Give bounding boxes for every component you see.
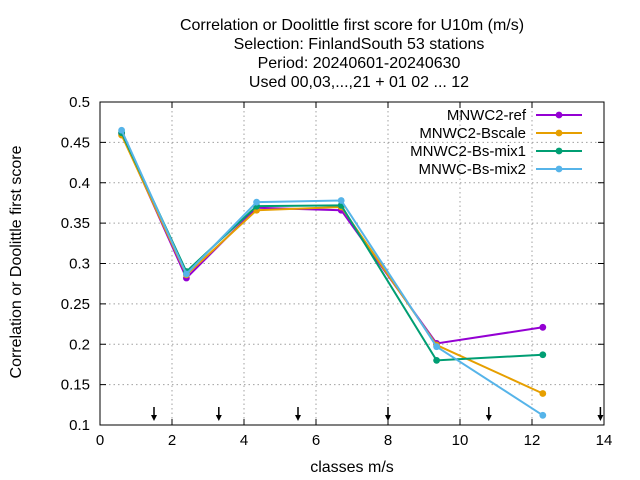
- y-tick-label: 0.1: [69, 417, 90, 434]
- arrow-head: [385, 415, 391, 421]
- legend-label: MNWC2-Bs-mix1: [410, 143, 526, 160]
- series-line: [120, 129, 544, 417]
- x-tick-label: 2: [168, 432, 176, 449]
- arrow-head: [295, 415, 301, 421]
- title-line-4: Used 00,03,...,21 + 01 02 ... 12: [249, 74, 469, 91]
- class-boundary-arrow: [485, 407, 492, 421]
- legend-entry: MNWC2-Bs-mix1: [410, 143, 582, 160]
- x-tick-label: 8: [384, 432, 392, 449]
- series-MNWC-Bs-mix2: [118, 126, 547, 419]
- class-boundary-arrow: [295, 407, 301, 421]
- legend-marker: [555, 129, 563, 137]
- y-tick-label: 0.15: [61, 377, 90, 394]
- data-point: [183, 270, 190, 278]
- legend-entry: MNWC2-Bscale: [419, 125, 582, 142]
- series-lines: [118, 126, 547, 419]
- legend-entry: MNWC2-ref: [447, 107, 582, 124]
- y-tick-label: 0.3: [69, 256, 90, 273]
- y-tick-label: 0.5: [69, 94, 90, 111]
- class-boundary-arrow: [597, 407, 604, 421]
- legend-label: MNWC-Bs-mix2: [419, 161, 526, 178]
- x-tick-label: 4: [240, 432, 248, 449]
- legend-marker: [555, 111, 563, 119]
- legend-entry: MNWC-Bs-mix2: [419, 161, 582, 178]
- x-tick-label: 14: [596, 432, 613, 449]
- y-tick-label: 0.2: [69, 336, 90, 353]
- data-point: [539, 323, 547, 331]
- data-point: [433, 357, 440, 364]
- x-tick-label: 6: [312, 432, 320, 449]
- x-tick-label: 10: [452, 432, 469, 449]
- x-tick-label: 12: [524, 432, 541, 449]
- arrow-head: [597, 415, 604, 421]
- legend-label: MNWC2-ref: [447, 107, 527, 124]
- legend-marker: [555, 147, 563, 155]
- x-axis-label: classes m/s: [310, 459, 394, 476]
- class-boundary-arrow: [385, 407, 391, 421]
- data-point: [118, 126, 125, 134]
- data-point: [337, 197, 345, 204]
- data-point: [253, 198, 260, 206]
- class-boundary-arrow: [215, 407, 222, 421]
- data-point: [539, 390, 547, 397]
- title-line-2: Selection: FinlandSouth 53 stations: [234, 36, 485, 53]
- arrow-head: [485, 415, 492, 421]
- title-line-3: Period: 20240601-20240630: [258, 55, 461, 72]
- data-point: [539, 351, 547, 359]
- chart-title: Correlation or Doolittle first score for…: [180, 17, 524, 91]
- legend-marker: [555, 165, 563, 173]
- class-boundary-arrows: [151, 407, 604, 421]
- axes: 0 2 4 6 8 10 12 14 0.1 0.15 0.2 0.25 0.3 0.35 0.4 0.45 0…: [61, 94, 613, 449]
- class-boundary-arrow: [151, 407, 157, 421]
- y-axis-label: Correlation or Doolittle first score: [8, 145, 25, 378]
- legend-label: MNWC2-Bscale: [419, 125, 526, 142]
- data-point: [433, 343, 440, 351]
- grid: [100, 102, 604, 425]
- y-tick-label: 0.35: [61, 215, 90, 232]
- arrow-head: [151, 415, 157, 421]
- legend: MNWC2-refMNWC2-BscaleMNWC2-Bs-mix1MNWC-B…: [410, 107, 582, 178]
- y-tick-label: 0.4: [69, 175, 90, 192]
- x-tick-label: 0: [96, 432, 104, 449]
- y-tick-label: 0.25: [61, 296, 90, 313]
- data-point: [539, 411, 547, 419]
- arrow-head: [215, 415, 222, 421]
- y-tick-label: 0.45: [61, 134, 90, 151]
- title-line-1: Correlation or Doolittle first score for…: [180, 17, 524, 34]
